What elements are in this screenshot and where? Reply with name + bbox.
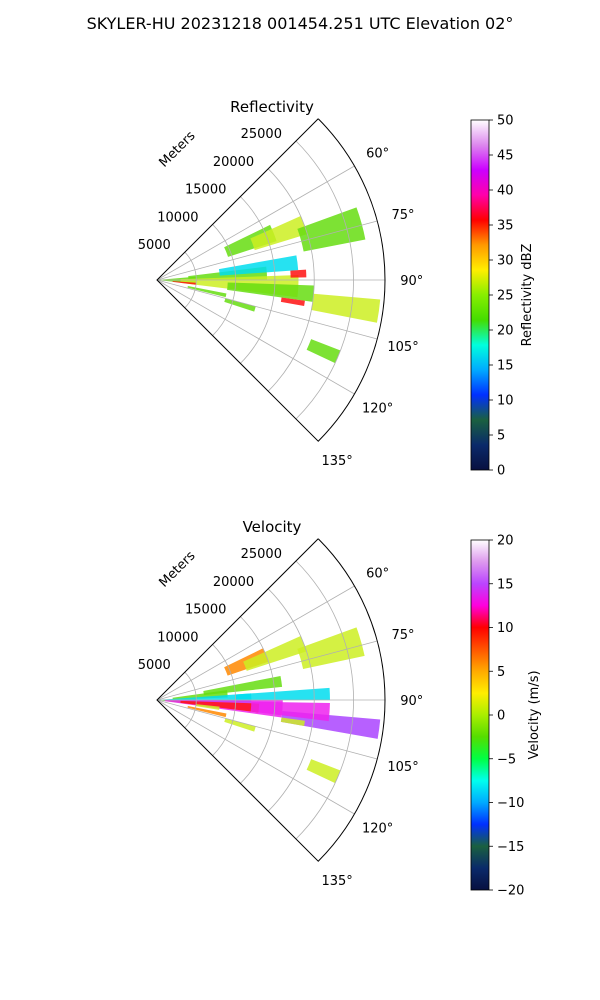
azimuth-tick-label: 90° — [400, 274, 423, 289]
colorbar-tick-label: 5 — [497, 429, 505, 444]
azimuth-spoke — [156, 585, 355, 701]
azimuth-spoke — [156, 220, 378, 281]
radial-tick-label: 5000 — [138, 658, 171, 673]
azimuth-tick-label: 105° — [387, 340, 418, 355]
azimuth-spoke — [156, 279, 378, 340]
reflectivity-echo-5 — [218, 255, 299, 276]
colorbar-tick-label: 40 — [497, 184, 514, 199]
velocity-title: Velocity — [243, 518, 302, 536]
reflectivity-grid: 5000 10000 15000 20000 25000 60° 75° 90° 105° 120… — [138, 118, 423, 469]
azimuth-tick-label: 135° — [321, 874, 352, 889]
radial-tick-label: 25000 — [241, 547, 282, 562]
azimuth-spoke — [156, 279, 355, 395]
radial-tick-label: 10000 — [157, 210, 198, 225]
colorbar-tick-label: −15 — [497, 840, 524, 855]
velocity-echo-12 — [187, 706, 227, 718]
velocity-echo-8 — [203, 675, 283, 696]
colorbar-tick-label: 35 — [497, 219, 514, 234]
colorbar-tick-label: 5 — [497, 665, 505, 680]
velocity-echo-15 — [280, 717, 305, 726]
velocity-echo-6 — [250, 701, 330, 722]
velocity-echo-7 — [235, 687, 330, 700]
reflectivity-colorbar-fill — [470, 119, 490, 471]
reflectivity-echo-3 — [227, 282, 315, 302]
velocity-echoes — [157, 627, 381, 784]
reflectivity-echo-14 — [290, 269, 307, 278]
velocity-colorbar-label: Velocity (m/s) — [527, 670, 542, 759]
reflectivity-echo-7 — [250, 216, 308, 251]
sector-outline — [156, 118, 386, 442]
sector-outline — [156, 538, 386, 862]
azimuth-tick-label: 75° — [392, 208, 415, 223]
radial-tick-label: 25000 — [241, 127, 282, 142]
azimuth-spoke — [156, 699, 355, 815]
reflectivity-echo-10 — [224, 298, 256, 312]
reflectivity-echo-8 — [297, 207, 366, 252]
azimuth-tick-label: 90° — [400, 694, 423, 709]
radial-tick-label: 5000 — [138, 238, 171, 253]
reflectivity-echo-11 — [306, 339, 341, 364]
colorbar-tick-label: 20 — [497, 324, 514, 339]
azimuth-tick-label: 120° — [362, 821, 393, 836]
page-title: SKYLER-HU 20231218 001454.251 UTC Elevat… — [86, 14, 514, 33]
velocity-meters-label: Meters — [157, 548, 199, 590]
colorbar-tick-label: 20 — [497, 534, 514, 549]
radial-tick-label: 20000 — [213, 155, 254, 170]
velocity-echo-10 — [243, 636, 307, 671]
reflectivity-colorbar: Reflectivity dBZ 0 5 10 15 20 25 30 35 40 45 50 — [470, 114, 535, 479]
reflectivity-echo-9 — [187, 286, 227, 298]
velocity-echo-13 — [224, 718, 256, 732]
colorbar-tick-label: 50 — [497, 114, 514, 129]
velocity-colorbar: Velocity (m/s) −20 −15 −10 −5 0 5 10 15 20 — [470, 534, 542, 899]
colorbar-tick-label: −5 — [497, 752, 516, 767]
colorbar-tick-label: 0 — [497, 709, 505, 724]
azimuth-tick-label: 120° — [362, 401, 393, 416]
azimuth-spoke — [156, 165, 355, 281]
velocity-colorbar-fill — [470, 539, 490, 891]
colorbar-tick-label: 15 — [497, 359, 514, 374]
azimuth-tick-label: 60° — [366, 567, 389, 582]
colorbar-tick-label: 0 — [497, 464, 505, 479]
reflectivity-meters-label: Meters — [157, 128, 199, 170]
velocity-echo-11 — [297, 627, 365, 669]
colorbar-tick-label: 10 — [497, 394, 514, 409]
reflectivity-panel: Reflectivity 5000 10000 15000 20000 25000 60°… — [138, 98, 535, 479]
radial-tick-label: 10000 — [157, 630, 198, 645]
azimuth-tick-label: 60° — [366, 147, 389, 162]
reflectivity-echoes — [157, 207, 381, 364]
reflectivity-echo-12 — [280, 297, 305, 306]
radial-tick-label: 15000 — [185, 603, 226, 618]
radial-tick-label: 15000 — [185, 183, 226, 198]
reflectivity-echo-13 — [172, 281, 197, 285]
velocity-echo-16 — [195, 704, 220, 710]
reflectivity-title: Reflectivity — [230, 98, 314, 116]
velocity-panel: Velocity 5000 10000 15000 20000 25000 60° 75° 9… — [138, 518, 542, 899]
reflectivity-echo-4 — [311, 293, 381, 323]
azimuth-spoke — [156, 699, 378, 760]
reflectivity-colorbar-label: Reflectivity dBZ — [520, 244, 535, 347]
colorbar-tick-label: −10 — [497, 796, 524, 811]
colorbar-tick-label: −20 — [497, 884, 524, 899]
colorbar-tick-label: 45 — [497, 149, 514, 164]
colorbar-tick-label: 30 — [497, 254, 514, 269]
azimuth-spoke — [156, 640, 378, 701]
azimuth-tick-label: 75° — [392, 628, 415, 643]
azimuth-tick-label: 135° — [321, 454, 352, 469]
velocity-echo-14 — [306, 759, 341, 784]
colorbar-tick-label: 10 — [497, 621, 514, 636]
velocity-grid: 5000 10000 15000 20000 25000 60° 75° 90° 105° 120… — [138, 538, 423, 889]
azimuth-tick-label: 105° — [387, 760, 418, 775]
colorbar-tick-label: 15 — [497, 577, 514, 592]
colorbar-tick-label: 25 — [497, 289, 514, 304]
velocity-echo-4 — [180, 700, 260, 713]
radial-tick-label: 20000 — [213, 575, 254, 590]
